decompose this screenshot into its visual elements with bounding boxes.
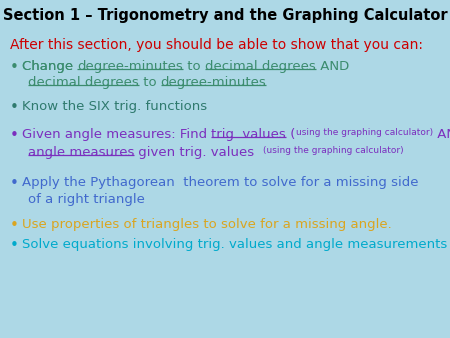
Text: •: •	[10, 176, 19, 191]
Text: degree-minutes: degree-minutes	[161, 76, 266, 89]
Text: Apply the Pythagorean  theorem to solve for a missing side: Apply the Pythagorean theorem to solve f…	[22, 176, 418, 189]
Text: of a right triangle: of a right triangle	[28, 193, 145, 206]
Text: (: (	[286, 128, 296, 141]
Text: decimal degrees: decimal degrees	[28, 76, 139, 89]
Text: Given angle measures: Find: Given angle measures: Find	[22, 128, 212, 141]
Text: After this section, you should be able to show that you can:: After this section, you should be able t…	[10, 38, 423, 52]
Text: •: •	[10, 100, 19, 115]
Text: •: •	[10, 238, 19, 253]
Text: Change: Change	[22, 60, 77, 73]
Text: decimal degrees: decimal degrees	[205, 60, 316, 73]
Text: Know the SIX trig. functions: Know the SIX trig. functions	[22, 100, 207, 113]
Text: •: •	[10, 128, 19, 143]
Text: AND: AND	[432, 128, 450, 141]
Text: to: to	[139, 76, 161, 89]
Text: Use properties of triangles to solve for a missing angle.: Use properties of triangles to solve for…	[22, 218, 392, 231]
Text: (using the graphing calculator): (using the graphing calculator)	[263, 146, 404, 155]
Text: •: •	[10, 60, 19, 75]
Text: using the graphing calculator): using the graphing calculator)	[296, 128, 432, 137]
Text: Section 1 – Trigonometry and the Graphing Calculator: Section 1 – Trigonometry and the Graphin…	[3, 8, 447, 23]
Text: •: •	[10, 218, 19, 233]
Text: Solve equations involving trig. values and angle measurements: Solve equations involving trig. values a…	[22, 238, 447, 251]
Text: angle measures: angle measures	[28, 146, 135, 159]
Text: AND: AND	[316, 60, 349, 73]
Text: given trig. values: given trig. values	[135, 146, 263, 159]
Text: Change: Change	[22, 60, 77, 73]
Text: degree-minutes: degree-minutes	[77, 60, 183, 73]
Text: trig. values: trig. values	[212, 128, 286, 141]
Text: to: to	[183, 60, 205, 73]
